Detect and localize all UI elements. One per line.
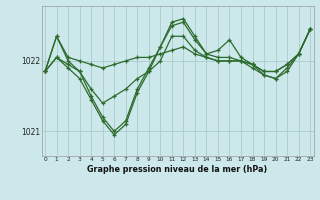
X-axis label: Graphe pression niveau de la mer (hPa): Graphe pression niveau de la mer (hPa) — [87, 165, 268, 174]
